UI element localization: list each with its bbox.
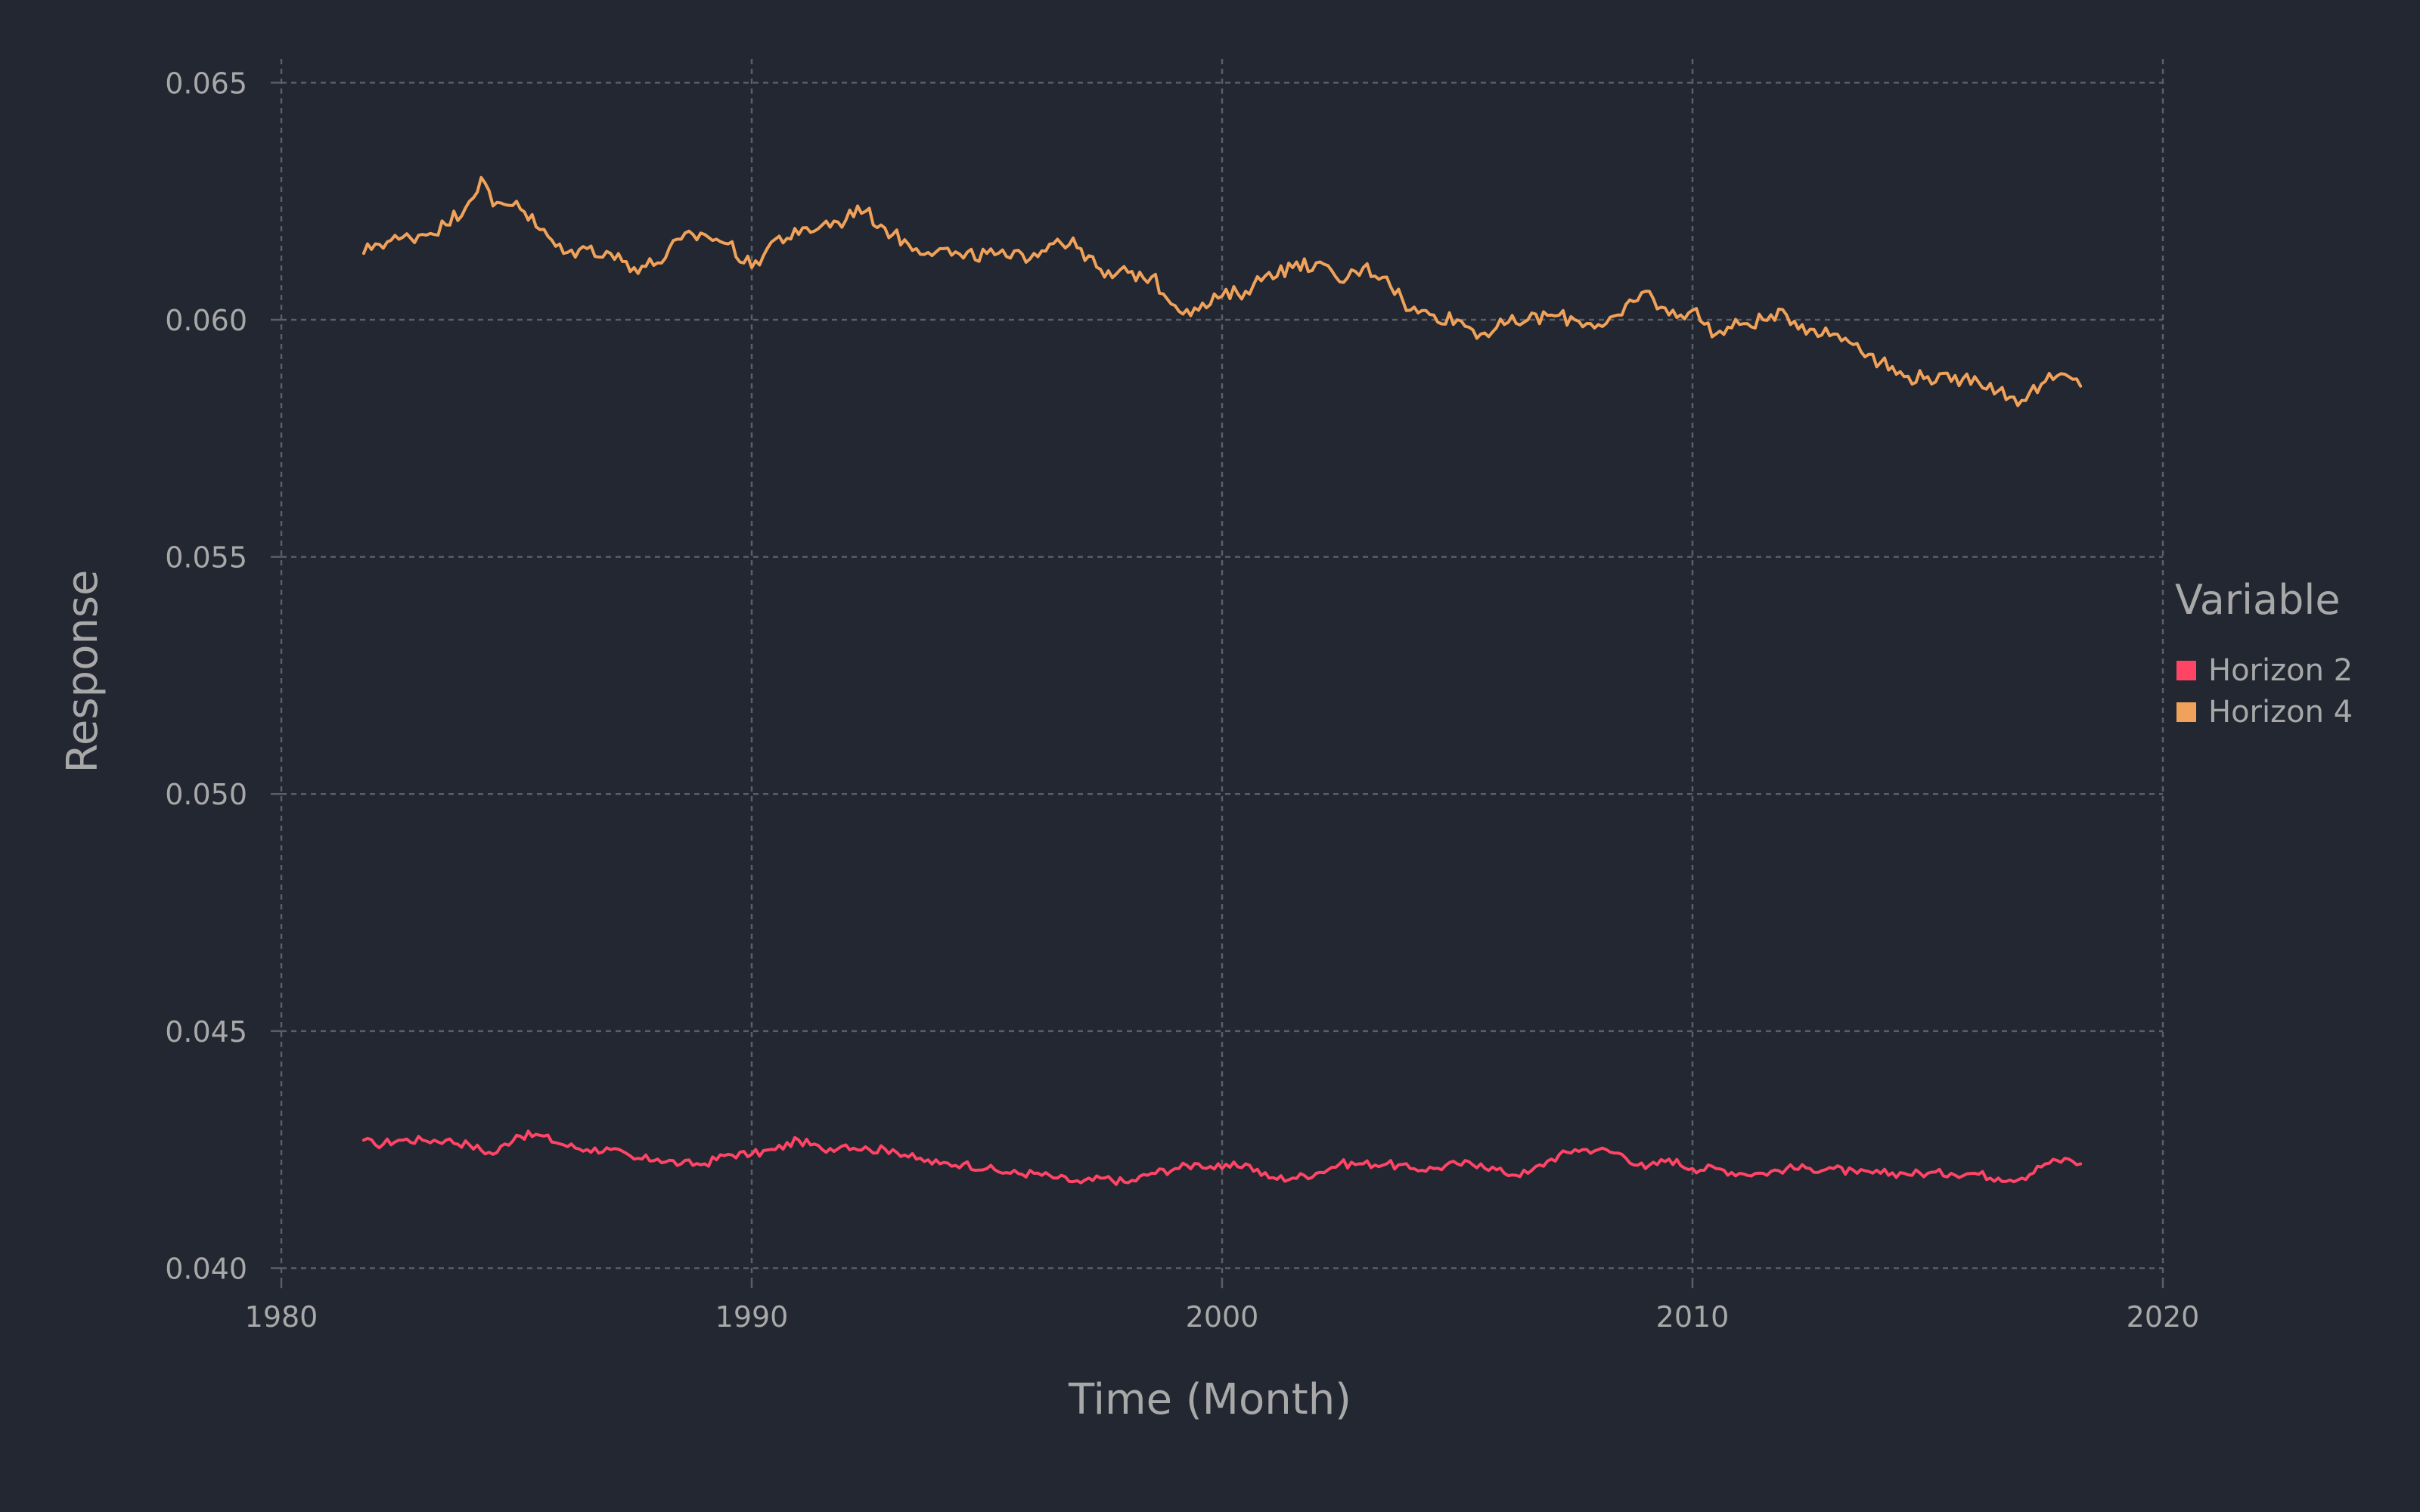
x-axis-title: Time (Month) [1068,1375,1351,1424]
legend: Variable Horizon 2 Horizon 4 [2175,576,2353,730]
tick-layer: 1980 1990 2000 2010 2020 0.040 0.045 0.050 0.055… [165,67,2199,1334]
y-tick-label: 0.065 [165,67,247,100]
legend-label-horizon-4: Horizon 4 [2208,695,2353,730]
x-tick-label: 2000 [1186,1300,1259,1334]
legend-title: Variable [2175,576,2341,624]
x-tick-label: 2020 [2127,1300,2200,1334]
grid [280,59,2164,1278]
x-tick-label: 1980 [245,1300,318,1334]
series-line-horizon-4 [361,175,2083,407]
y-tick-label: 0.060 [165,304,247,337]
y-tick-label: 0.050 [165,778,247,811]
series-line-horizon-2 [361,1129,2083,1186]
series-layer [361,175,2083,1186]
y-tick-label: 0.040 [165,1252,247,1285]
y-tick-label: 0.045 [165,1015,247,1049]
y-axis-title: Response [58,570,107,773]
x-tick-label: 1990 [715,1300,789,1334]
x-tick-label: 2010 [1656,1300,1730,1334]
legend-item-horizon-2[interactable]: Horizon 2 [2176,653,2353,688]
legend-swatch-horizon-4 [2176,702,2196,722]
legend-swatch-horizon-2 [2176,661,2196,680]
y-tick-label: 0.055 [165,541,247,575]
legend-item-horizon-4[interactable]: Horizon 4 [2176,695,2353,730]
legend-label-horizon-2: Horizon 2 [2208,653,2353,688]
